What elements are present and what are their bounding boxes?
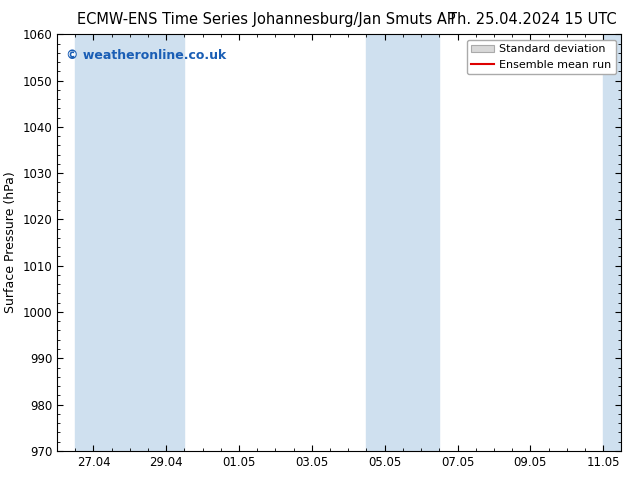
Legend: Standard deviation, Ensemble mean run: Standard deviation, Ensemble mean run bbox=[467, 40, 616, 74]
Text: © weatheronline.co.uk: © weatheronline.co.uk bbox=[65, 49, 226, 62]
Bar bbox=[603, 34, 621, 451]
Bar bbox=[148, 34, 184, 451]
Bar bbox=[75, 34, 148, 451]
Text: ECMW-ENS Time Series Johannesburg/Jan Smuts AP: ECMW-ENS Time Series Johannesburg/Jan Sm… bbox=[77, 12, 456, 27]
Text: Th. 25.04.2024 15 UTC: Th. 25.04.2024 15 UTC bbox=[448, 12, 617, 27]
Y-axis label: Surface Pressure (hPa): Surface Pressure (hPa) bbox=[4, 172, 17, 314]
Bar bbox=[366, 34, 439, 451]
